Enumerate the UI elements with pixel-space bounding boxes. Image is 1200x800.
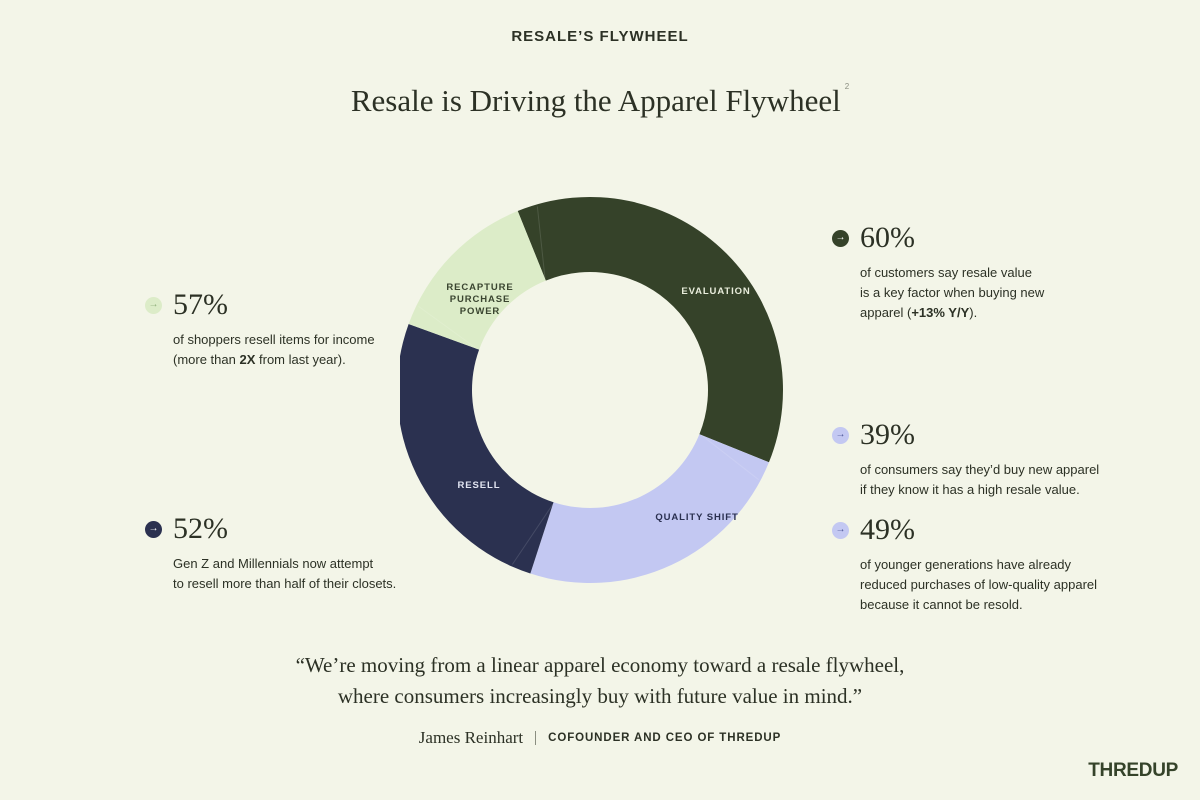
arrow-icon: → (832, 426, 849, 444)
desc-text: (more than (173, 352, 240, 367)
author-role: COFOUNDER AND CEO OF THREDUP (548, 732, 782, 744)
desc-line: of shoppers resell items for income (173, 332, 375, 347)
flywheel-seam (536, 206, 546, 279)
desc-bold: +13% Y/Y (911, 305, 970, 320)
flywheel-label-line: QUALITY SHIFT (655, 512, 738, 523)
arrow-icon: → (832, 521, 849, 539)
stat-60: → 60% of customers say resale value is a… (832, 223, 1044, 323)
desc-line: (more than 2X from last year). (173, 350, 375, 370)
stat-percent: 60% (860, 221, 915, 254)
page-title: Resale is Driving the Apparel Flywheel 2 (0, 82, 1200, 119)
stat-percent: 49% (860, 513, 915, 546)
desc-line: reduced purchases of low-quality apparel (860, 577, 1098, 592)
stat-description: of consumers say they’d buy new apparel … (860, 460, 1099, 500)
desc-text: from last year). (255, 352, 346, 367)
flywheel-seam (418, 305, 478, 350)
ceo-quote: “We’re moving from a linear apparel econ… (0, 650, 1200, 712)
stat-57: → 57% of shoppers resell items for incom… (145, 290, 375, 370)
stat-percent: 57% (173, 288, 228, 321)
arrow-icon: → (145, 296, 162, 314)
flywheel-label-line: PURCHASE (450, 294, 511, 305)
flywheel-segment-label: QUALITY SHIFT (655, 512, 738, 523)
stat-description: of shoppers resell items for income (mor… (173, 330, 375, 370)
stat-percent: 39% (860, 418, 915, 451)
desc-line: Gen Z and Millennials now attempt (173, 556, 374, 571)
stat-52: → 52% Gen Z and Millennials now attempt … (145, 514, 396, 594)
flywheel-segment (400, 323, 554, 574)
flywheel-diagram: EVALUATION QUALITY SHIFT RESELL RECAPTURE PU… (400, 197, 783, 583)
thredup-logo: THREDUP (1088, 760, 1178, 781)
author-name: James Reinhart (418, 728, 524, 747)
desc-text: ). (969, 305, 978, 320)
arrow-icon: → (832, 229, 849, 247)
title-text: Resale is Driving the Apparel Flywheel (350, 83, 841, 118)
stat-description: of customers say resale value is a key f… (860, 263, 1044, 323)
flywheel-label-line: RESELL (458, 480, 501, 491)
desc-line: if they know it has a high resale value. (860, 482, 1080, 497)
quote-line: “We’re moving from a linear apparel econ… (295, 653, 905, 677)
stat-percent: 52% (173, 512, 228, 545)
flywheel-segment (517, 197, 783, 463)
flywheel-seam (511, 503, 554, 565)
eyebrow-label: RESALE’S FLYWHEEL (511, 28, 689, 45)
stat-39: → 39% of consumers say they’d buy new ap… (832, 420, 1099, 500)
desc-bold: 2X (239, 352, 256, 367)
flywheel-label-line: POWER (460, 306, 500, 317)
footnote-marker: 2 (844, 82, 850, 91)
desc-line: apparel (+13% Y/Y). (860, 303, 1044, 323)
flywheel-segment (530, 434, 769, 583)
stat-49: → 49% of younger generations have alread… (832, 515, 1097, 615)
arrow-icon: → (145, 520, 162, 538)
desc-line: of consumers say they’d buy new apparel (860, 462, 1100, 477)
desc-text: apparel ( (860, 305, 912, 320)
flywheel-segment-label: RESELL (458, 480, 501, 491)
attribution-divider (535, 731, 537, 745)
stat-description: of younger generations have already redu… (860, 555, 1097, 615)
stat-description: Gen Z and Millennials now attempt to res… (173, 554, 396, 594)
desc-line: to resell more than half of their closet… (173, 576, 397, 591)
flywheel-segment-label: EVALUATION (681, 286, 750, 297)
flywheel-label-line: EVALUATION (681, 286, 750, 297)
quote-line: where consumers increasingly buy with fu… (337, 684, 863, 708)
flywheel-seam (700, 434, 759, 481)
flywheel-segment-label: RECAPTURE PURCHASE POWER (446, 282, 513, 317)
desc-line: of younger generations have already (860, 557, 1072, 572)
flywheel-segment (408, 211, 546, 350)
desc-line: because it cannot be resold. (860, 597, 1023, 612)
flywheel-label-line: RECAPTURE (446, 282, 513, 293)
desc-line: is a key factor when buying new (860, 285, 1045, 300)
desc-line: of customers say resale value (860, 265, 1032, 280)
quote-attribution: James Reinhart COFOUNDER AND CEO OF THRE… (0, 728, 1200, 748)
